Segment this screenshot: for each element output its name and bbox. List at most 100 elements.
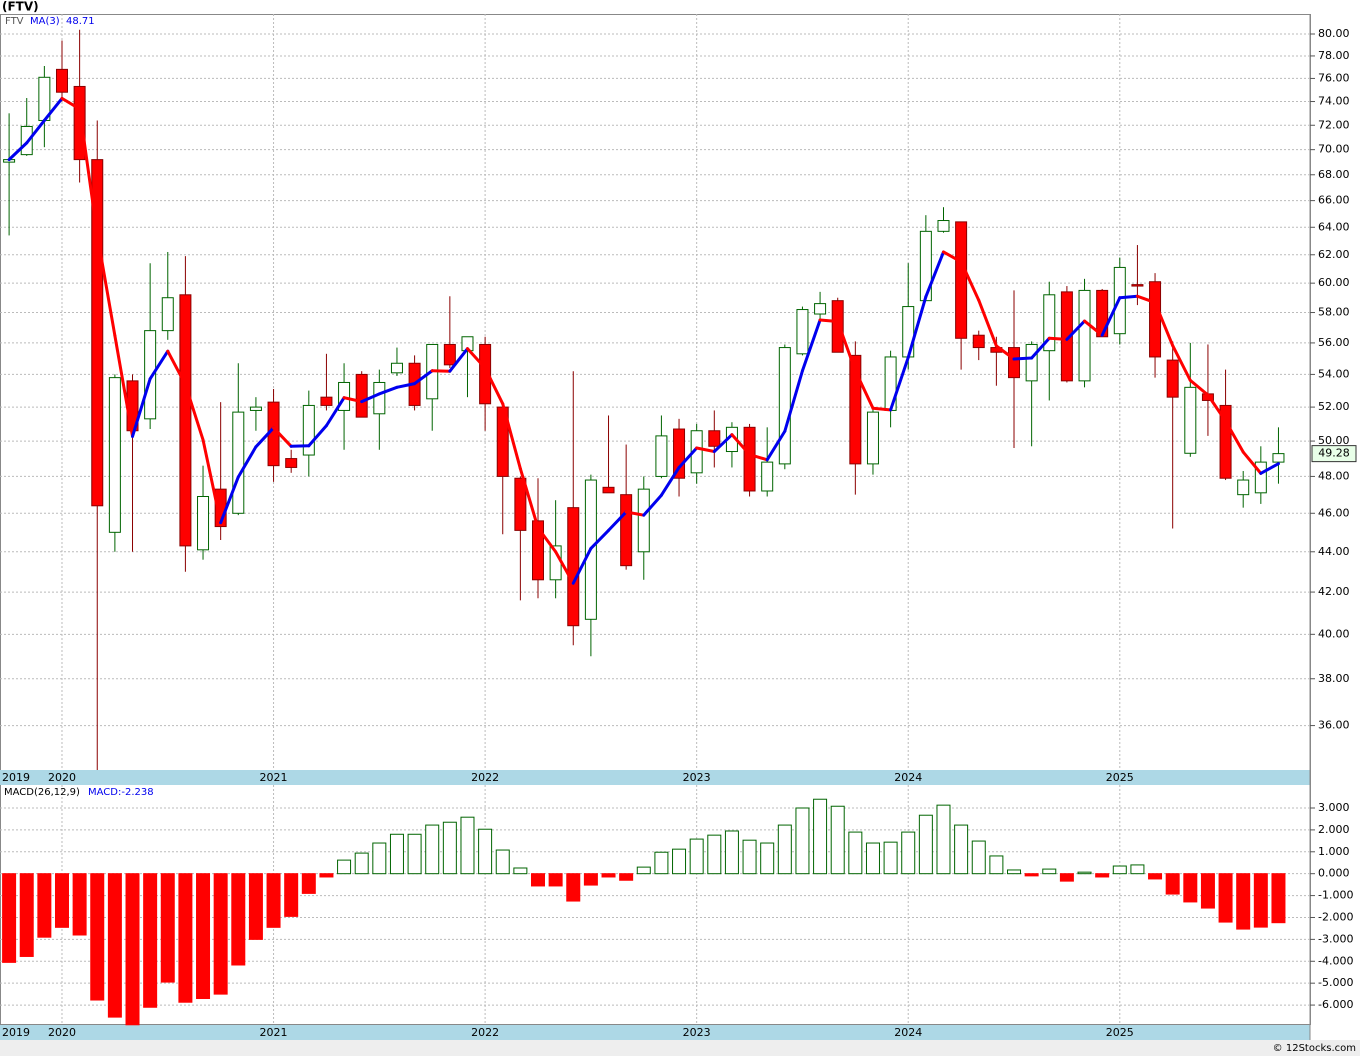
ma-segment xyxy=(272,426,293,448)
ma-segment xyxy=(219,475,240,525)
y-tick-label: -6.000 xyxy=(1318,998,1353,1011)
candle-body xyxy=(849,354,862,465)
macd-bar xyxy=(1095,873,1110,878)
candle-body xyxy=(320,396,333,406)
macd-bar xyxy=(548,873,563,887)
candle-body xyxy=(690,430,703,474)
ma-segment xyxy=(42,96,64,122)
ma-segment xyxy=(183,383,205,442)
macd-bar xyxy=(742,839,757,875)
x-tick-label: 2021 xyxy=(260,771,288,784)
ma-segment xyxy=(642,493,663,517)
x-tick-label: 2022 xyxy=(471,771,499,784)
y-tick-label: -2.000 xyxy=(1318,910,1353,923)
macd-bar xyxy=(1271,873,1286,924)
ma-segment xyxy=(889,355,910,412)
ma-segment xyxy=(1065,319,1087,341)
x-tick-label: 2024 xyxy=(894,1026,922,1039)
candle-body xyxy=(1237,479,1250,496)
ma-segment xyxy=(465,347,487,370)
macd-bar xyxy=(389,833,404,875)
ma-segment xyxy=(748,453,769,462)
ma-segment xyxy=(1188,378,1210,397)
candle-body xyxy=(443,343,456,366)
ma-segment xyxy=(607,510,628,532)
ma-segment xyxy=(1241,450,1263,475)
ma-segment xyxy=(924,250,945,299)
macd-bar xyxy=(760,842,775,875)
footer-strip xyxy=(0,1040,1360,1056)
ma-segment xyxy=(377,385,399,396)
candle-body xyxy=(1219,404,1232,479)
ma-segment xyxy=(483,366,505,406)
y-tick-label: 1.000 xyxy=(1318,845,1350,858)
macd-bar xyxy=(813,798,828,875)
macd-bar xyxy=(1112,865,1127,875)
macd-bar xyxy=(1236,873,1251,930)
candle-body xyxy=(302,404,315,456)
y-tick-label: 66.00 xyxy=(1318,194,1350,207)
macd-bar xyxy=(865,842,880,875)
macd-bar xyxy=(1007,869,1022,875)
candle-body xyxy=(1060,291,1073,382)
ma-segment xyxy=(941,250,963,264)
macd-bar xyxy=(1253,873,1268,928)
macd-legend: MACD(26,12,9) xyxy=(4,787,80,798)
ma-segment xyxy=(166,349,187,387)
macd-bar xyxy=(107,873,122,1018)
macd-bar xyxy=(883,841,898,875)
macd-bar xyxy=(1183,873,1198,903)
macd-bar xyxy=(848,831,863,875)
candle-body xyxy=(866,411,879,465)
macd-bar xyxy=(478,828,493,875)
x-tick-label: 2020 xyxy=(48,771,76,784)
macd-bar xyxy=(178,873,193,1003)
candle-body xyxy=(144,330,157,420)
ma-segment xyxy=(1135,294,1157,305)
x-tick-label: 2019 xyxy=(2,771,30,784)
y-tick-label: 76.00 xyxy=(1318,71,1350,84)
candle-body xyxy=(708,430,721,447)
macd-label: MACD:-2.238 xyxy=(88,787,154,798)
macd-bar xyxy=(160,873,175,983)
macd-bar xyxy=(566,873,581,902)
macd-bar xyxy=(989,855,1004,875)
macd-bar xyxy=(531,873,545,887)
candle-body xyxy=(673,428,686,479)
ma-segment xyxy=(1047,336,1069,341)
ma-segment xyxy=(1153,301,1175,348)
candle-body xyxy=(778,347,791,465)
ma-segment xyxy=(695,446,716,454)
macd-prefix: MACD: xyxy=(88,787,121,798)
macd-bar xyxy=(407,833,422,875)
ma-segment xyxy=(148,349,170,381)
macd-bar xyxy=(125,873,140,1026)
ma-segment xyxy=(853,369,875,410)
ma-segment xyxy=(1012,356,1034,361)
y-tick-label: -1.000 xyxy=(1318,889,1353,902)
candle-body xyxy=(179,294,192,547)
macd-bar xyxy=(266,873,281,928)
candle-body xyxy=(91,159,104,507)
candle-body xyxy=(1096,289,1109,338)
y-tick-label: -5.000 xyxy=(1318,976,1353,989)
ma-segment xyxy=(236,445,258,479)
y-tick-label: 40.00 xyxy=(1318,627,1350,640)
macd-bar xyxy=(337,859,352,875)
y-tick-label: 68.00 xyxy=(1318,168,1350,181)
candle-body xyxy=(1008,347,1021,379)
ma-segment xyxy=(360,392,381,404)
ma-segment xyxy=(501,402,522,471)
ma-segment xyxy=(7,141,29,162)
candle-body xyxy=(390,362,403,374)
macd-bar xyxy=(971,840,986,875)
ma-segment xyxy=(818,318,840,324)
candle-body xyxy=(373,381,386,415)
x-tick-label: 2025 xyxy=(1106,771,1134,784)
candle-body xyxy=(532,520,544,581)
candle-body xyxy=(232,411,245,514)
macd-bar xyxy=(1024,873,1039,877)
macd-bar xyxy=(1218,873,1233,923)
macd-bar xyxy=(513,867,528,875)
ma-segment xyxy=(871,406,893,412)
